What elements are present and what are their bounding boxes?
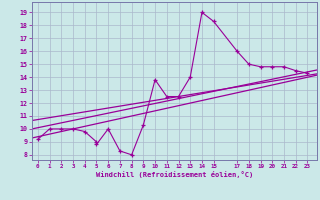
- X-axis label: Windchill (Refroidissement éolien,°C): Windchill (Refroidissement éolien,°C): [96, 171, 253, 178]
